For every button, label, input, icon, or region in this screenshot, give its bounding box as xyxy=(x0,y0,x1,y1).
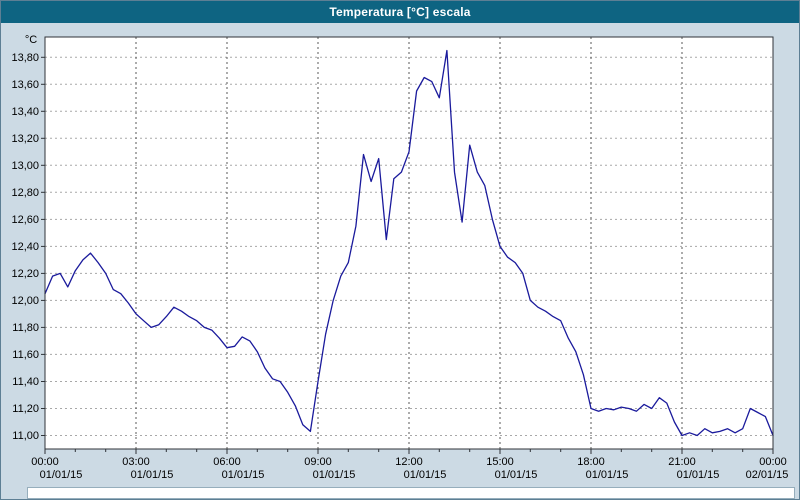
chart-title-bar: Temperatura [°C] escala xyxy=(1,1,799,23)
temperature-line-chart: 11,00 11,20 11,40 11,60 11,80 12,00 12,20 12,40… xyxy=(11,34,789,481)
svg-text:01/01/15: 01/01/15 xyxy=(586,469,629,481)
svg-text:00:00: 00:00 xyxy=(759,456,787,468)
svg-text:12,80: 12,80 xyxy=(11,187,39,199)
svg-text:00:00: 00:00 xyxy=(31,456,59,468)
svg-text:11,80: 11,80 xyxy=(12,322,39,334)
svg-text:13,60: 13,60 xyxy=(11,79,39,91)
svg-text:12,40: 12,40 xyxy=(11,241,39,253)
svg-text:15:00: 15:00 xyxy=(486,456,514,468)
svg-text:13,40: 13,40 xyxy=(11,106,39,118)
svg-text:21:00: 21:00 xyxy=(668,456,696,468)
svg-text:01/01/15: 01/01/15 xyxy=(677,469,720,481)
svg-text:01/01/15: 01/01/15 xyxy=(131,469,174,481)
svg-text:01/01/15: 01/01/15 xyxy=(40,469,83,481)
svg-text:11,60: 11,60 xyxy=(12,349,39,361)
chart-title: Temperatura [°C] escala xyxy=(329,5,471,19)
svg-text:06:00: 06:00 xyxy=(213,456,241,468)
svg-text:12,60: 12,60 xyxy=(11,214,39,226)
svg-text:12,00: 12,00 xyxy=(11,295,39,307)
svg-text:01/01/15: 01/01/15 xyxy=(495,469,538,481)
svg-text:11,00: 11,00 xyxy=(12,430,39,442)
svg-text:12,20: 12,20 xyxy=(11,268,39,280)
svg-text:01/01/15: 01/01/15 xyxy=(313,469,356,481)
svg-text:13,80: 13,80 xyxy=(11,52,39,64)
svg-text:11,40: 11,40 xyxy=(12,376,39,388)
svg-text:02/01/15: 02/01/15 xyxy=(746,469,789,481)
chart-plot-region: 11,00 11,20 11,40 11,60 11,80 12,00 12,20 12,40… xyxy=(1,23,799,487)
horizontal-scrollbar[interactable] xyxy=(27,487,795,499)
svg-text:11,20: 11,20 xyxy=(12,403,39,415)
svg-text:01/01/15: 01/01/15 xyxy=(222,469,265,481)
svg-text:13,00: 13,00 xyxy=(11,160,39,172)
svg-text:03:00: 03:00 xyxy=(122,456,150,468)
svg-text:01/01/15: 01/01/15 xyxy=(404,469,447,481)
svg-text:09:00: 09:00 xyxy=(304,456,332,468)
svg-text:18:00: 18:00 xyxy=(577,456,605,468)
svg-text:12:00: 12:00 xyxy=(395,456,423,468)
svg-text:13,20: 13,20 xyxy=(11,133,39,145)
y-axis-unit-label: °C xyxy=(25,34,37,46)
